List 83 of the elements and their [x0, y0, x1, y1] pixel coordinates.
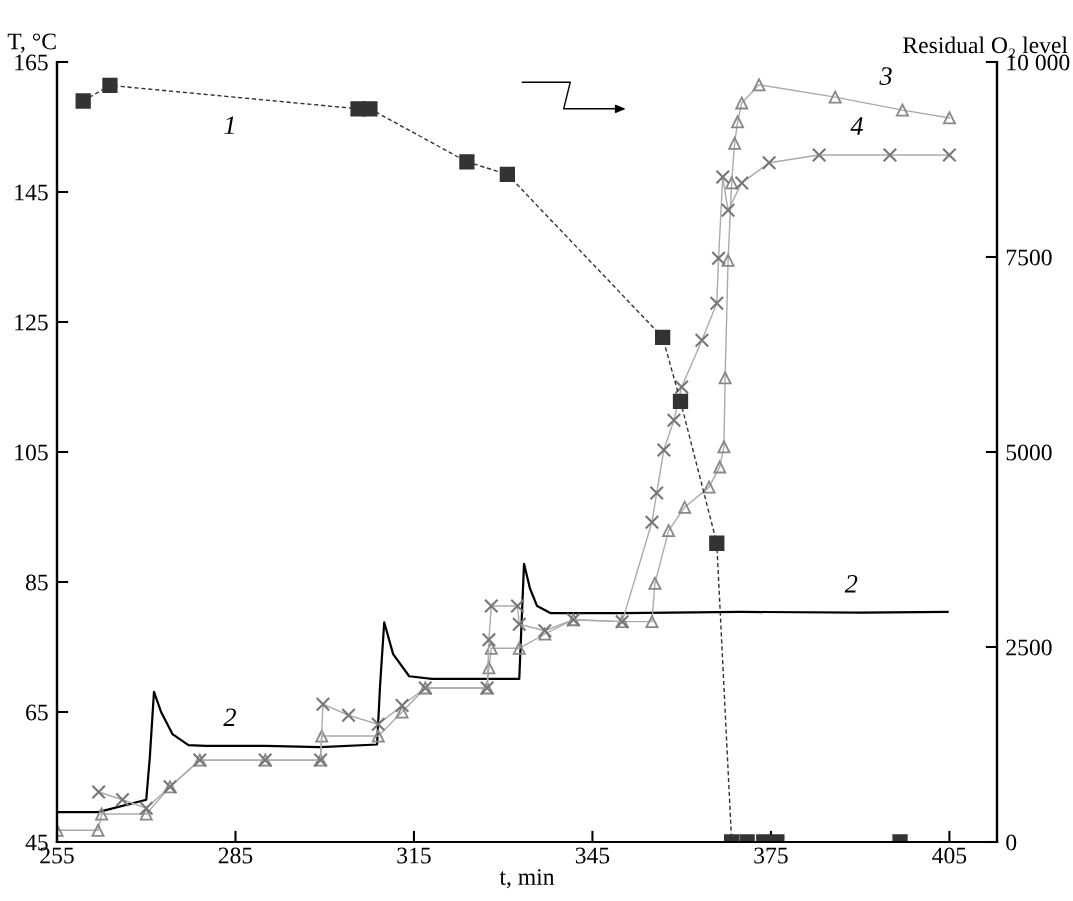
- point: [942, 147, 957, 163]
- point: [895, 103, 909, 117]
- y-tick-label: 85: [25, 574, 48, 591]
- point: [315, 729, 329, 743]
- point: [371, 729, 385, 743]
- point: [645, 615, 659, 629]
- x-tick-label: 405: [932, 847, 967, 864]
- point: [341, 707, 356, 723]
- point: [728, 136, 742, 150]
- point: [720, 202, 736, 218]
- point: [662, 524, 676, 538]
- point: [656, 442, 672, 458]
- point: [713, 460, 727, 474]
- point: [672, 393, 689, 409]
- x-tick-label: 315: [397, 847, 431, 864]
- point: [735, 96, 749, 110]
- point: [481, 632, 497, 648]
- point: [717, 440, 731, 454]
- y2-tick-label: 5000: [1006, 444, 1052, 461]
- y2-tick-label: 0: [1006, 834, 1017, 851]
- y2-tick-label: 7500: [1006, 249, 1052, 266]
- point: [91, 823, 105, 837]
- point: [711, 251, 726, 266]
- point: [644, 514, 660, 530]
- point: [512, 641, 526, 655]
- point: [715, 169, 731, 185]
- point: [315, 696, 331, 712]
- annotation: 2: [844, 575, 858, 593]
- point: [75, 93, 91, 109]
- y-axis-title: T, °C: [7, 33, 56, 53]
- y-tick-label: 145: [15, 184, 48, 201]
- point: [694, 332, 710, 348]
- y-tick-label: 165: [15, 54, 48, 71]
- point: [721, 253, 735, 267]
- y-tick-label: 125: [15, 314, 48, 331]
- point: [91, 784, 106, 800]
- annotation: 3: [879, 67, 892, 85]
- point: [709, 295, 725, 311]
- annotation: 4: [850, 117, 863, 135]
- point: [942, 111, 956, 125]
- point: [678, 500, 692, 514]
- point: [649, 485, 664, 501]
- point: [718, 371, 732, 385]
- point: [95, 807, 109, 821]
- y-tick-label: 105: [15, 444, 48, 461]
- point: [511, 616, 527, 632]
- point: [725, 176, 739, 190]
- point: [761, 155, 777, 171]
- x-tick-label: 345: [575, 847, 610, 864]
- point: [115, 792, 130, 808]
- x-axis-title: t, min: [499, 869, 555, 889]
- point: [484, 598, 499, 614]
- point: [482, 661, 496, 675]
- point: [655, 329, 671, 345]
- y2-tick-label: 2500: [1006, 639, 1052, 656]
- x-tick-label: 285: [218, 847, 253, 864]
- annotation: 1: [224, 116, 234, 134]
- annotation: 2: [223, 708, 236, 726]
- point: [139, 807, 153, 821]
- point: [828, 90, 842, 104]
- point: [648, 576, 662, 590]
- point: [702, 480, 716, 494]
- point: [484, 641, 498, 655]
- point: [395, 705, 409, 719]
- y-tick-label: 65: [26, 704, 48, 721]
- point: [362, 101, 378, 117]
- point: [138, 800, 154, 816]
- point: [510, 598, 525, 614]
- point: [459, 154, 475, 170]
- point: [882, 147, 898, 163]
- point: [674, 379, 689, 395]
- point: [709, 535, 725, 551]
- point: [734, 175, 750, 191]
- point: [752, 78, 766, 92]
- point: [499, 166, 516, 182]
- point: [811, 147, 827, 163]
- point: [538, 627, 552, 641]
- point: [666, 412, 682, 428]
- point: [370, 717, 386, 732]
- point: [731, 115, 745, 129]
- x-tick-label: 375: [754, 847, 788, 864]
- point: [394, 698, 410, 713]
- point: [102, 77, 118, 94]
